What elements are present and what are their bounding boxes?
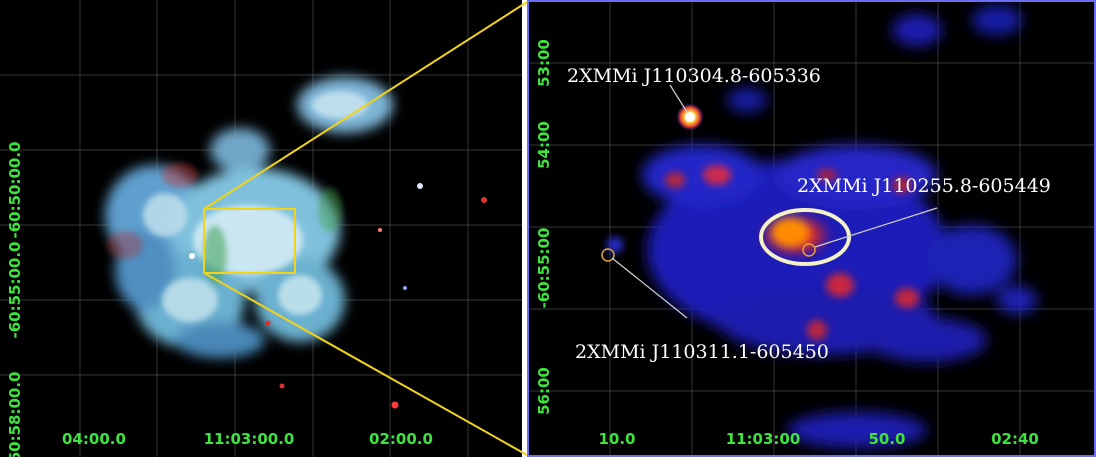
left-y-tick: -60:58:00.0 <box>6 372 24 457</box>
right-y-tick: -60:55:00 <box>535 228 553 309</box>
extended-source-ellipse <box>759 208 851 266</box>
annotations <box>601 84 938 319</box>
point-source-top <box>676 103 704 131</box>
source-labels: 2XMMi J110304.8-605336 2XMMi J110255.8-6… <box>567 65 1051 363</box>
left-x-ticks: 04:00.0 11:03:00.0 02:00.0 <box>62 430 433 448</box>
source-marker-right <box>802 243 816 257</box>
pointer-top <box>669 84 688 113</box>
point-source-left <box>607 237 623 253</box>
right-x-ticks: 10.0 11:03:00 50.0 02:40 <box>598 430 1038 448</box>
source-label-bottom: 2XMMi J110311.1-605450 <box>575 341 829 363</box>
pointer-bottom <box>611 257 688 319</box>
left-x-tick: 02:00.0 <box>369 430 433 448</box>
left-image-panel: -60:50:00.0 -60:55:00.0 -60:58:00.0 04:0… <box>0 0 522 457</box>
left-y-ticks: -60:50:00.0 -60:55:00.0 -60:58:00.0 <box>6 142 24 457</box>
left-y-tick: -60:55:00.0 <box>6 242 24 339</box>
right-y-ticks: 53:00 54:00 -60:55:00 56:00 <box>535 39 553 415</box>
left-image: -60:50:00.0 -60:55:00.0 -60:58:00.0 04:0… <box>0 0 522 457</box>
right-y-tick: 53:00 <box>535 39 553 87</box>
left-x-tick: 04:00.0 <box>62 430 126 448</box>
right-x-tick: 11:03:00 <box>726 430 801 448</box>
right-image: 2XMMi J110304.8-605336 2XMMi J110255.8-6… <box>527 0 1096 457</box>
source-marker-left <box>601 248 615 262</box>
right-y-tick: 54:00 <box>535 121 553 169</box>
left-nebula <box>105 77 393 358</box>
right-x-tick: 10.0 <box>598 430 635 448</box>
right-y-tick: 56:00 <box>535 367 553 415</box>
left-y-tick: -60:50:00.0 <box>6 142 24 239</box>
right-x-tick: 02:40 <box>991 430 1039 448</box>
left-x-tick: 11:03:00.0 <box>204 430 295 448</box>
pointer-right <box>814 207 938 248</box>
right-image-panel: 2XMMi J110304.8-605336 2XMMi J110255.8-6… <box>527 0 1096 457</box>
source-label-top: 2XMMi J110304.8-605336 <box>567 65 821 87</box>
right-x-tick: 50.0 <box>868 430 905 448</box>
source-label-right: 2XMMi J110255.8-605449 <box>797 175 1051 197</box>
